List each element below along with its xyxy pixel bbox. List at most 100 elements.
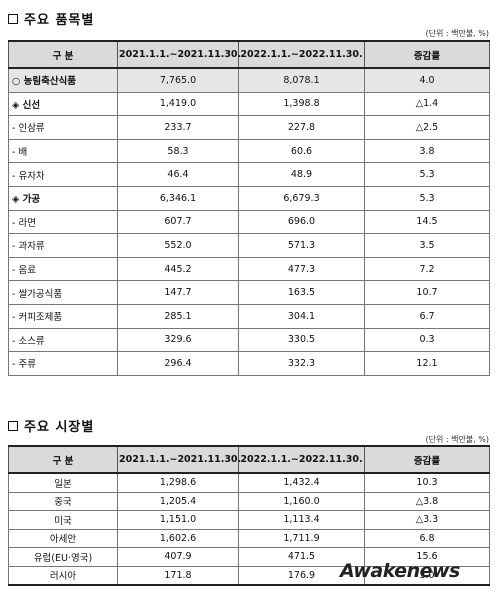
table-row: - 주류 296.4 332.3 12.1 bbox=[8, 351, 490, 376]
table-row: - 음료 445.2 477.3 7.2 bbox=[8, 256, 490, 282]
row-label: 미국 bbox=[8, 510, 118, 530]
row-label: - 라면 bbox=[8, 209, 118, 235]
value-2022: 1,711.9 bbox=[238, 528, 365, 548]
row-label: - 소스류 bbox=[8, 327, 118, 353]
value-2022: 1,432.4 bbox=[238, 472, 365, 493]
items-table: 구 분 2021.1.1.~2021.11.30. 2022.1.1.~2022… bbox=[8, 40, 490, 376]
value-2021: 147.7 bbox=[117, 280, 239, 305]
header-category: 구 분 bbox=[8, 40, 118, 69]
row-label: - 배 bbox=[8, 138, 118, 164]
value-2022: 332.3 bbox=[238, 351, 365, 376]
change-rate: 5.3 bbox=[364, 185, 490, 211]
value-2022: 571.3 bbox=[238, 233, 365, 258]
value-2022: 1,398.8 bbox=[238, 91, 365, 117]
value-2021: 285.1 bbox=[117, 303, 239, 329]
value-2021: 1,419.0 bbox=[117, 91, 239, 117]
value-2022: 330.5 bbox=[238, 327, 365, 353]
change-rate: △3.8 bbox=[364, 491, 490, 511]
row-label: - 과자류 bbox=[8, 233, 118, 258]
table-row: ◈ 가공 6,346.1 6,679.3 5.3 bbox=[8, 185, 490, 211]
section-title-markets: 주요 시장별 bbox=[8, 416, 94, 435]
value-2021: 171.8 bbox=[117, 565, 239, 586]
value-2021: 552.0 bbox=[117, 233, 239, 258]
row-label: - 음료 bbox=[8, 256, 118, 282]
unit-label: (단위 : 백만불, %) bbox=[425, 29, 489, 38]
row-label: 일본 bbox=[8, 472, 118, 493]
change-rate: 10.3 bbox=[364, 472, 490, 493]
header-period-2022: 2022.1.1.~2022.11.30. bbox=[238, 40, 365, 69]
table-row: - 소스류 329.6 330.5 0.3 bbox=[8, 327, 490, 353]
row-label: - 주류 bbox=[8, 351, 118, 376]
value-2022: 6,679.3 bbox=[238, 185, 365, 211]
markets-table: 구 분 2021.1.1.~2021.11.30. 2022.1.1.~2022… bbox=[8, 445, 490, 586]
change-rate: 12.1 bbox=[364, 351, 490, 376]
section-title-text: 주요 품목별 bbox=[24, 13, 95, 28]
value-2022: 8,078.1 bbox=[238, 67, 365, 93]
unit-label: (단위 : 백만불, %) bbox=[425, 435, 489, 444]
value-2021: 7,765.0 bbox=[117, 67, 239, 93]
value-2022: 227.8 bbox=[238, 115, 365, 140]
value-2021: 445.2 bbox=[117, 256, 239, 282]
value-2022: 1,113.4 bbox=[238, 510, 365, 530]
row-label: ◈ 신선 bbox=[8, 91, 118, 117]
checkbox-icon bbox=[8, 420, 18, 431]
value-2022: 1,160.0 bbox=[238, 491, 365, 511]
watermark-logo: Awakenews bbox=[340, 560, 460, 582]
table-row: 일본 1,298.6 1,432.4 10.3 bbox=[8, 472, 490, 493]
table-row: 아세안 1,602.6 1,711.9 6.8 bbox=[8, 528, 490, 548]
row-label: 유럽(EU·영국) bbox=[8, 547, 118, 567]
value-2021: 46.4 bbox=[117, 162, 239, 187]
change-rate: △1.4 bbox=[364, 91, 490, 117]
value-2021: 233.7 bbox=[117, 115, 239, 140]
row-label: 중국 bbox=[8, 491, 118, 511]
change-rate: 5.3 bbox=[364, 162, 490, 187]
checkbox-icon bbox=[8, 13, 18, 24]
table-row: 중국 1,205.4 1,160.0 △3.8 bbox=[8, 491, 490, 511]
header-period-2022: 2022.1.1.~2022.11.30. bbox=[238, 445, 365, 474]
row-label: - 쌀가공식품 bbox=[8, 280, 118, 305]
table-row: - 배 58.3 60.6 3.8 bbox=[8, 138, 490, 164]
value-2021: 1,602.6 bbox=[117, 528, 239, 548]
value-2021: 58.3 bbox=[117, 138, 239, 164]
table-row: ◈ 신선 1,419.0 1,398.8 △1.4 bbox=[8, 91, 490, 117]
value-2022: 477.3 bbox=[238, 256, 365, 282]
value-2021: 1,298.6 bbox=[117, 472, 239, 493]
watermark-text: Awakenews bbox=[340, 560, 460, 582]
row-label: - 인삼류 bbox=[8, 115, 118, 140]
change-rate: 7.2 bbox=[364, 256, 490, 282]
table-row: - 과자류 552.0 571.3 3.5 bbox=[8, 233, 490, 258]
value-2021: 607.7 bbox=[117, 209, 239, 235]
row-label: 아세안 bbox=[8, 528, 118, 548]
value-2021: 296.4 bbox=[117, 351, 239, 376]
header-change-rate: 증감률 bbox=[364, 445, 490, 474]
value-2022: 696.0 bbox=[238, 209, 365, 235]
row-label: ◈ 가공 bbox=[8, 185, 118, 211]
table-header-row: 구 분 2021.1.1.~2021.11.30. 2022.1.1.~2022… bbox=[8, 445, 490, 474]
change-rate: 10.7 bbox=[364, 280, 490, 305]
value-2021: 329.6 bbox=[117, 327, 239, 353]
section-title-items: 주요 품목별 bbox=[8, 9, 94, 28]
change-rate: △2.5 bbox=[364, 115, 490, 140]
header-change-rate: 증감률 bbox=[364, 40, 490, 69]
change-rate: 3.5 bbox=[364, 233, 490, 258]
value-2022: 304.1 bbox=[238, 303, 365, 329]
header-period-2021: 2021.1.1.~2021.11.30. bbox=[117, 40, 241, 69]
table-row: 미국 1,151.0 1,113.4 △3.3 bbox=[8, 510, 490, 530]
section-title-text: 주요 시장별 bbox=[24, 420, 95, 435]
value-2021: 407.9 bbox=[117, 547, 239, 567]
value-2022: 48.9 bbox=[238, 162, 365, 187]
change-rate: 3.0 bbox=[364, 565, 490, 586]
value-2021: 1,151.0 bbox=[117, 510, 239, 530]
change-rate: 0.3 bbox=[364, 327, 490, 353]
table-row: - 인삼류 233.7 227.8 △2.5 bbox=[8, 115, 490, 140]
value-2021: 6,346.1 bbox=[117, 185, 239, 211]
table-row: - 커피조제품 285.1 304.1 6.7 bbox=[8, 303, 490, 329]
change-rate: 4.0 bbox=[364, 67, 490, 93]
change-rate: 14.5 bbox=[364, 209, 490, 235]
table-row: ○ 농림축산식품 7,765.0 8,078.1 4.0 bbox=[8, 67, 490, 93]
table-row: - 쌀가공식품 147.7 163.5 10.7 bbox=[8, 280, 490, 305]
change-rate: 6.8 bbox=[364, 528, 490, 548]
value-2022: 60.6 bbox=[238, 138, 365, 164]
change-rate: 3.8 bbox=[364, 138, 490, 164]
row-label: - 유자차 bbox=[8, 162, 118, 187]
